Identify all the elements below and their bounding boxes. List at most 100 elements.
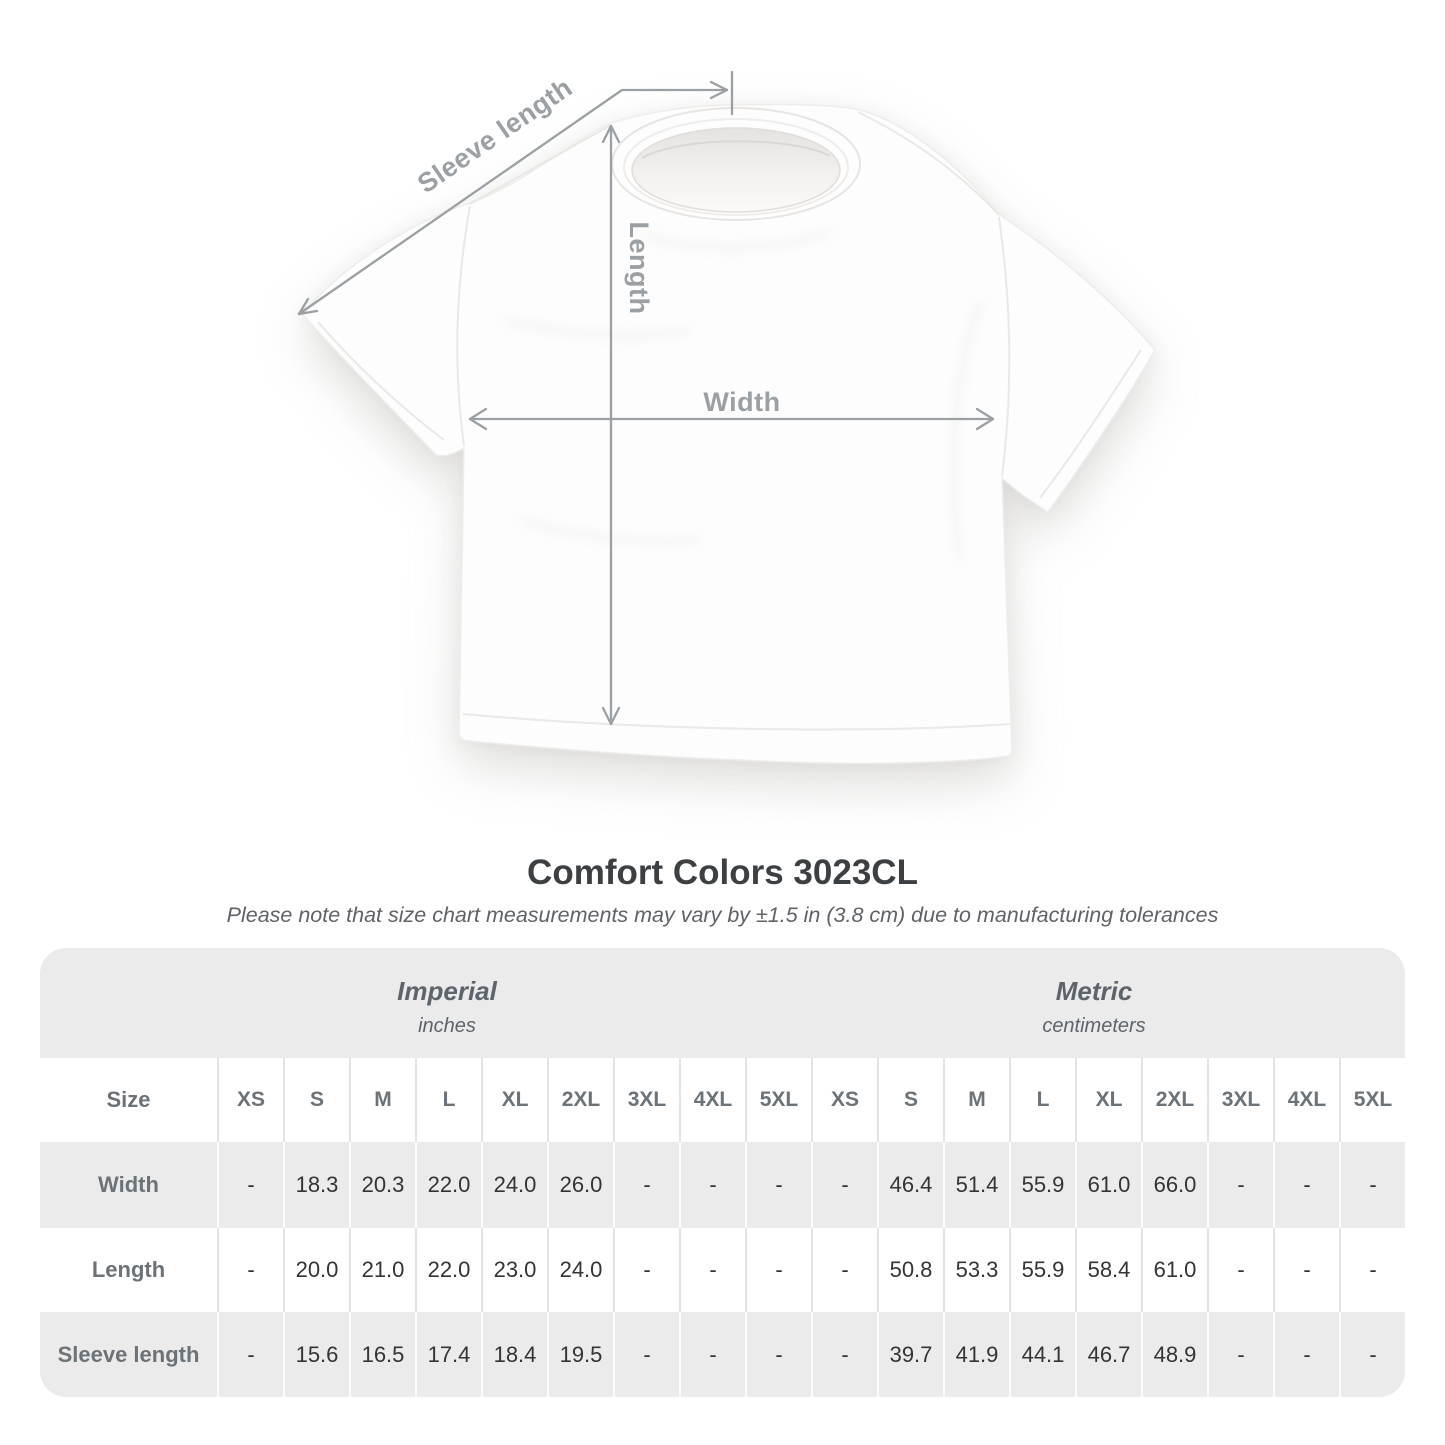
size-col-header: 2XL <box>547 1058 613 1142</box>
table-cell: 24.0 <box>481 1142 547 1228</box>
table-cell: 46.4 <box>877 1142 943 1228</box>
table-cell: - <box>679 1142 745 1228</box>
size-col-header: L <box>415 1058 481 1142</box>
metric-label: Metric <box>1055 976 1133 1006</box>
table-cell: 15.6 <box>283 1312 349 1397</box>
page-title: Comfort Colors 3023CL <box>527 853 918 892</box>
table-cell: - <box>745 1142 811 1228</box>
table-cell: 48.9 <box>1141 1312 1207 1397</box>
sleeve-length-arrow <box>297 70 734 316</box>
size-col-header: XL <box>481 1058 547 1142</box>
table-cell: - <box>1339 1312 1405 1397</box>
table-cell: 18.4 <box>481 1312 547 1397</box>
table-cell: - <box>1207 1312 1273 1397</box>
fabric-creases <box>504 230 982 561</box>
table-cell: - <box>217 1228 283 1312</box>
size-col-header: 4XL <box>1273 1058 1339 1142</box>
size-col-header: 2XL <box>1141 1058 1207 1142</box>
collar <box>611 107 861 221</box>
tshirt-silhouette <box>302 103 1156 765</box>
size-col-header: S <box>877 1058 943 1142</box>
imperial-unit: inches <box>418 1015 476 1037</box>
table-cell: 66.0 <box>1141 1142 1207 1228</box>
width-arrow <box>468 407 995 431</box>
table-cell: - <box>217 1312 283 1397</box>
size-col-header: XL <box>1075 1058 1141 1142</box>
size-col-header: M <box>349 1058 415 1142</box>
table-cell: - <box>1207 1142 1273 1228</box>
table-cell: - <box>1339 1228 1405 1312</box>
table-cell: - <box>613 1142 679 1228</box>
table-cell: - <box>1207 1228 1273 1312</box>
table-cell: 55.9 <box>1009 1142 1075 1228</box>
table-cell: 22.0 <box>415 1142 481 1228</box>
table-cell: 18.3 <box>283 1142 349 1228</box>
table-cell: 55.9 <box>1009 1228 1075 1312</box>
table-cell: 21.0 <box>349 1228 415 1312</box>
length-arrow <box>601 124 621 726</box>
table-row-sleeve-length: Sleeve length - 15.6 16.5 17.4 18.4 19.5… <box>40 1312 1405 1397</box>
table-cell: 61.0 <box>1075 1142 1141 1228</box>
table-cell: - <box>745 1312 811 1397</box>
table-cell: 16.5 <box>349 1312 415 1397</box>
size-header-row: Size XS S M L XL 2XL 3XL 4XL 5XL XS S M … <box>40 1058 1405 1142</box>
metric-header: Metric centimeters <box>1042 976 1145 1038</box>
table-cell: 44.1 <box>1009 1312 1075 1397</box>
size-col-header: XS <box>217 1058 283 1142</box>
table-cell: - <box>679 1228 745 1312</box>
table-row-length: Length - 20.0 21.0 22.0 23.0 24.0 - - - … <box>40 1228 1405 1312</box>
unit-header-band: Imperial inches Metric centimeters <box>40 948 1405 1058</box>
table-cell: 51.4 <box>943 1142 1009 1228</box>
size-chart-table: Imperial inches Metric centimeters Size … <box>40 948 1405 1397</box>
table-cell: 23.0 <box>481 1228 547 1312</box>
row-label: Length <box>91 1257 166 1282</box>
table-cell: 39.7 <box>877 1312 943 1397</box>
row-label: Width <box>98 1172 159 1197</box>
imperial-header: Imperial inches <box>397 976 497 1038</box>
width-label: Width <box>703 387 780 417</box>
size-col-header: 5XL <box>745 1058 811 1142</box>
table-cell: 20.3 <box>349 1142 415 1228</box>
table-cell: - <box>811 1312 877 1397</box>
table-cell: - <box>1273 1142 1339 1228</box>
table-cell: 22.0 <box>415 1228 481 1312</box>
tshirt-diagram-svg: Sleeve length Length Width <box>297 70 1156 765</box>
table-cell: - <box>679 1312 745 1397</box>
size-col-header: 3XL <box>613 1058 679 1142</box>
table-cell: 17.4 <box>415 1312 481 1397</box>
row-label: Sleeve length <box>57 1341 200 1367</box>
metric-unit: centimeters <box>1042 1015 1146 1037</box>
table-cell: - <box>1273 1312 1339 1397</box>
table-cell: 20.0 <box>283 1228 349 1312</box>
table-cell: 41.9 <box>943 1312 1009 1397</box>
table-cell: - <box>217 1142 283 1228</box>
table-cell: 61.0 <box>1141 1228 1207 1312</box>
table-cell: 53.3 <box>943 1228 1009 1312</box>
table-cell: - <box>811 1228 877 1312</box>
table-cell: - <box>613 1228 679 1312</box>
size-col-header: S <box>283 1058 349 1142</box>
table-cell: 58.4 <box>1075 1228 1141 1312</box>
table-cell: - <box>811 1142 877 1228</box>
tshirt-measurement-diagram: Sleeve length Length Width <box>297 70 1156 765</box>
imperial-label: Imperial <box>397 976 497 1006</box>
length-label: Length <box>624 222 654 315</box>
size-col-header: M <box>943 1058 1009 1142</box>
tolerance-note: Please note that size chart measurements… <box>226 903 1219 927</box>
measurement-lines <box>297 70 995 726</box>
table-cell: - <box>1273 1228 1339 1312</box>
table-cell: - <box>613 1312 679 1397</box>
table-cell: - <box>745 1228 811 1312</box>
size-col-header: L <box>1009 1058 1075 1142</box>
size-col-header: 4XL <box>679 1058 745 1142</box>
size-col-header: 3XL <box>1207 1058 1273 1142</box>
table-cell: 19.5 <box>547 1312 613 1397</box>
table-cell: 46.7 <box>1075 1312 1141 1397</box>
table-cell: 26.0 <box>547 1142 613 1228</box>
size-col-header: XS <box>811 1058 877 1142</box>
table-cell: 50.8 <box>877 1228 943 1312</box>
table-row-width: Width - 18.3 20.3 22.0 24.0 26.0 - - - -… <box>40 1142 1405 1228</box>
tshirt-image <box>302 103 1156 765</box>
table-cell: - <box>1339 1142 1405 1228</box>
table-cell: 24.0 <box>547 1228 613 1312</box>
